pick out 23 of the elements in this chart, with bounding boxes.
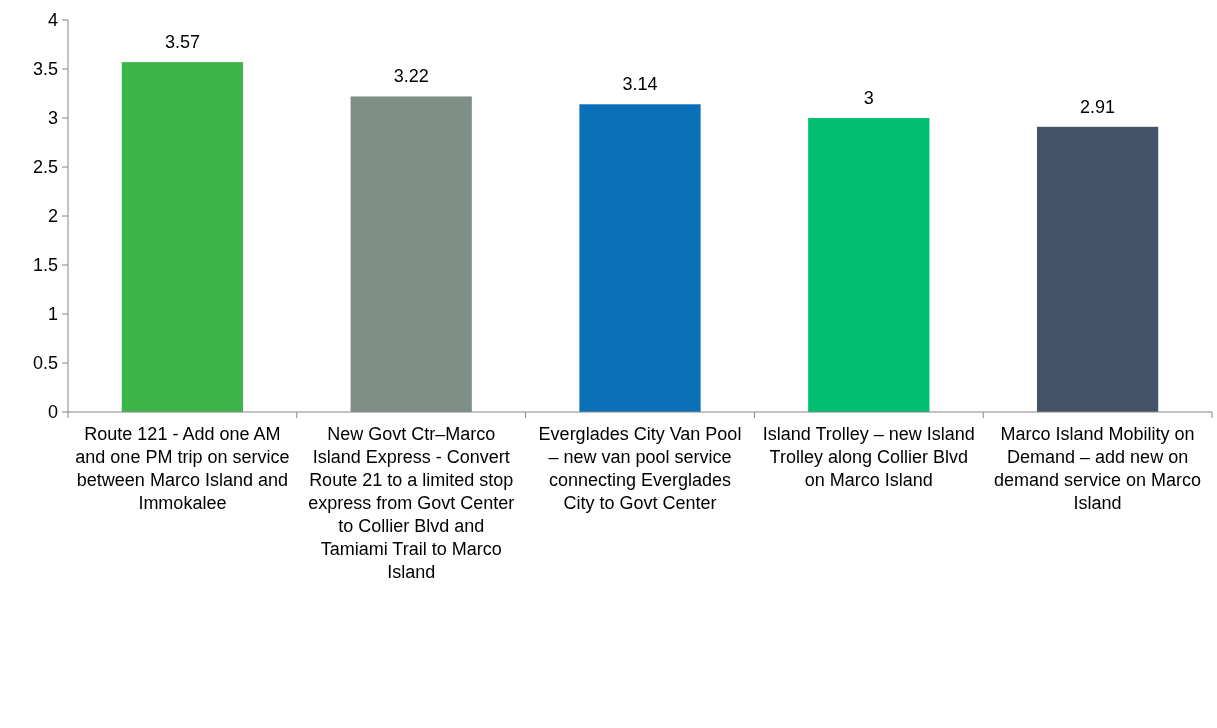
bar: [808, 118, 930, 412]
x-tick-label: Marco Island Mobility on Demand – add new on demand service on Marco Island: [994, 424, 1202, 513]
data-label: 3.22: [393, 66, 429, 87]
bar: [1036, 126, 1159, 412]
data-label: 2.91: [1080, 96, 1116, 117]
y-tick-label: 0.5: [32, 353, 58, 374]
y-tick-label: 1.5: [32, 255, 58, 276]
y-tick-label: 0: [47, 402, 58, 423]
y-tick-label: 1: [47, 304, 58, 325]
y-tick-label: 4: [47, 10, 58, 31]
y-tick-label: 3: [47, 108, 58, 129]
y-tick-label: 3.5: [32, 59, 58, 80]
x-tick-label: Everglades City Van Pool – new van pool service connecting Everglades City to Govt Center: [538, 424, 742, 513]
x-tick-label: New Govt Ctr–Marco Island Express - Convert Route 21 to a limited stop express from Govt Center to Collier Blvd and Tamiami Trail to Marco Island: [308, 424, 515, 582]
y-tick-label: 2: [47, 206, 58, 227]
bar: [121, 62, 244, 412]
x-tick-label: Route 121 - Add one AM and one PM trip on service between Marco Island and Immokalee: [75, 424, 290, 513]
data-label: 3.57: [164, 32, 200, 53]
bar: [579, 104, 701, 412]
data-label: 3: [863, 88, 874, 108]
x-tick-label: Island Trolley – new Island Trolley along Collier Blvd on Marco Island: [762, 424, 975, 490]
y-tick-label: 2.5: [32, 157, 58, 178]
data-label: 3.14: [622, 74, 658, 95]
